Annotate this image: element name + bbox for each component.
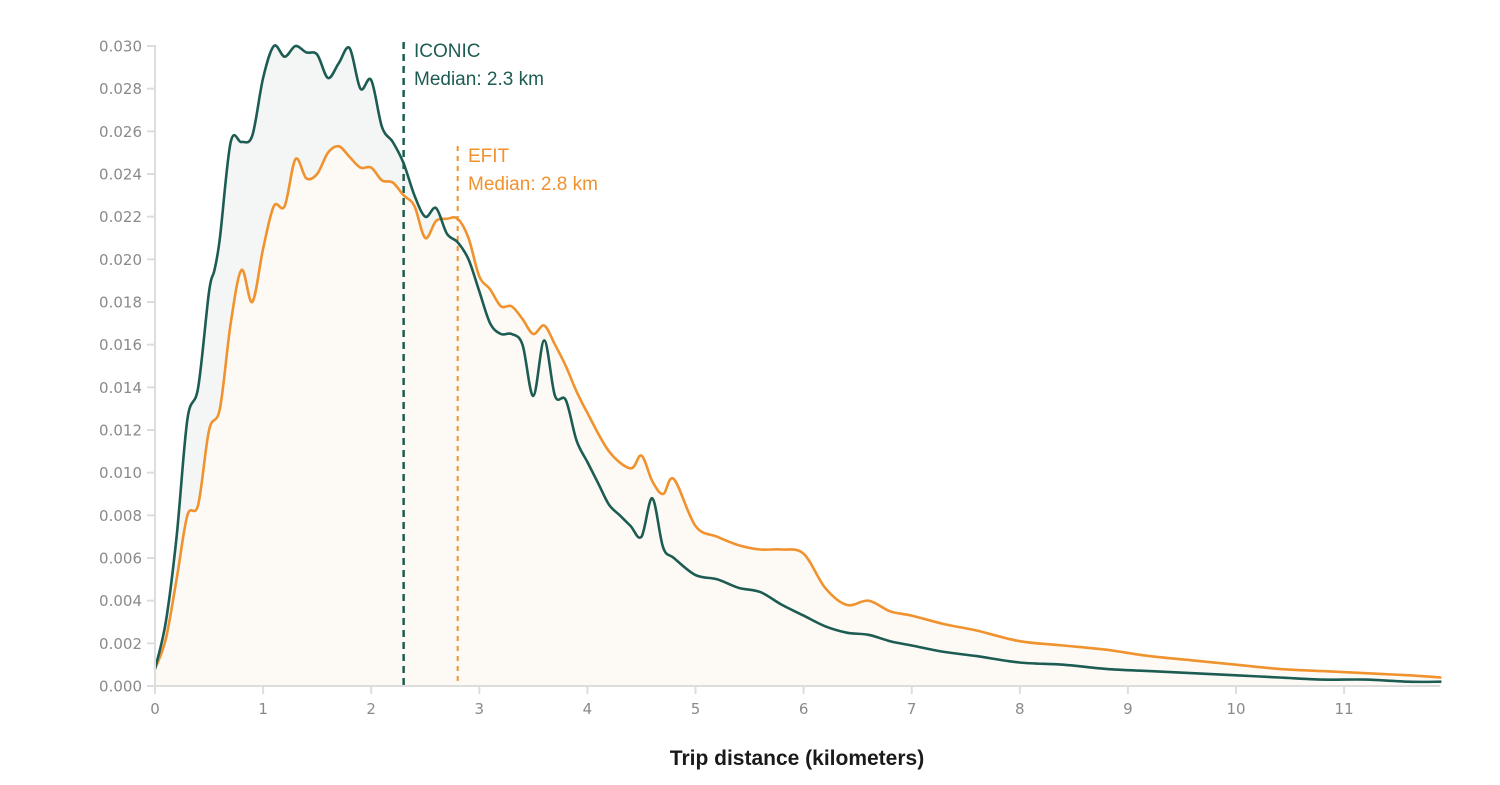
- y-tick-label: 0.022: [99, 208, 142, 226]
- y-tick-label: 0.006: [99, 550, 142, 568]
- efit-annotation-name: EFIT: [468, 146, 510, 167]
- x-tick-label: 4: [583, 700, 593, 718]
- x-tick-label: 9: [1123, 700, 1133, 718]
- iconic-line: [153, 44, 1442, 684]
- y-tick-label: 0.010: [99, 464, 142, 482]
- x-axis: 0 1 2 3 4 5 6 7 8 9 10 11: [147, 685, 1440, 718]
- y-axis: 0.000 0.002 0.004 0.006 0.008 0.010 0.012 0.014…: [99, 38, 156, 696]
- y-tick-label: 0.018: [99, 294, 142, 312]
- y-tick-label: 0.024: [99, 166, 142, 184]
- median-lines: [402, 42, 459, 686]
- x-tick-label: 0: [150, 700, 160, 718]
- efit-annotation-median: Median: 2.8 km: [468, 174, 598, 195]
- y-tick-label: 0.000: [99, 678, 142, 696]
- x-tick-label: 6: [799, 700, 809, 718]
- x-tick-label: 5: [691, 700, 701, 718]
- y-tick-label: 0.026: [99, 123, 142, 141]
- y-tick-label: 0.008: [99, 507, 142, 525]
- y-tick-label: 0.030: [99, 38, 142, 56]
- x-tick-label: 11: [1335, 700, 1354, 718]
- y-tick-label: 0.016: [99, 336, 142, 354]
- y-tick-label: 0.012: [99, 422, 142, 440]
- x-tick-label: 1: [258, 700, 268, 718]
- x-tick-label: 10: [1226, 700, 1245, 718]
- x-axis-title: Trip distance (kilometers): [670, 747, 924, 770]
- y-tick-label: 0.028: [99, 80, 142, 98]
- density-areas: [155, 45, 1442, 687]
- y-tick-label: 0.002: [99, 635, 142, 653]
- iconic-annotation-name: ICONIC: [414, 41, 481, 62]
- y-tick-label: 0.004: [99, 592, 142, 610]
- efit-line: [153, 144, 1442, 679]
- x-tick-label: 2: [366, 700, 376, 718]
- y-tick-label: 0.020: [99, 251, 142, 269]
- iconic-annotation-median: Median: 2.3 km: [414, 69, 544, 90]
- x-tick-label: 7: [907, 700, 917, 718]
- density-lines: [153, 44, 1442, 684]
- efit-area: [155, 146, 1442, 686]
- x-tick-label: 8: [1015, 700, 1025, 718]
- x-tick-label: 3: [475, 700, 485, 718]
- y-tick-label: 0.014: [99, 379, 142, 397]
